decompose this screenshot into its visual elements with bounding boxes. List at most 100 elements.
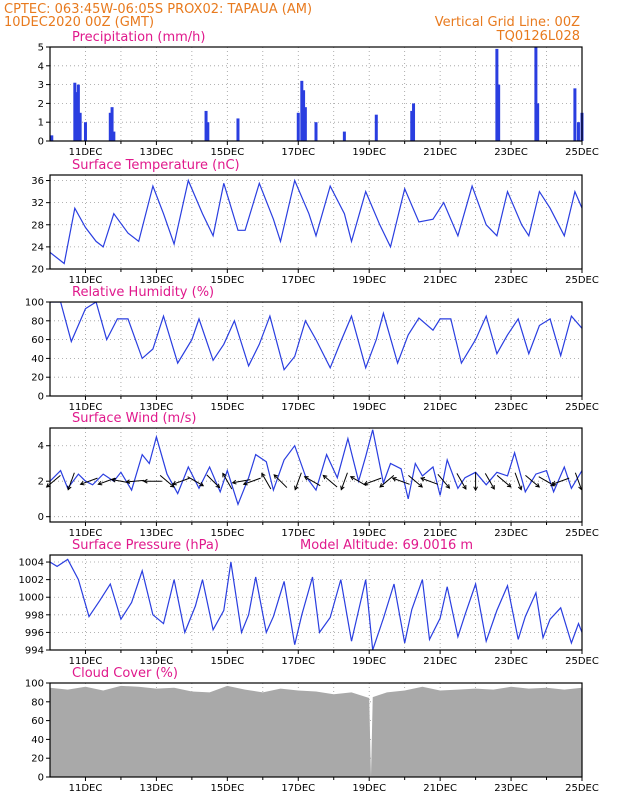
wind-vector [340,472,348,490]
x-tick-label: 17DEC [281,783,315,794]
wind-arrowhead [125,479,131,485]
wind-arrowhead [462,484,467,490]
wind-arrowhead [322,474,328,480]
precip-bar [314,122,318,141]
panel-3: Surface Wind (m/s) 0 2 4 11DEC 13DEC 15DEC 17DE… [38,411,599,539]
y-tick-label: 20 [31,754,44,765]
x-tick-label: 21DEC [423,656,457,667]
series-line [50,558,582,650]
x-tick-label: 17DEC [281,402,315,413]
header-location: CPTEC: 063:45W-06:05S PROX02: TAPAUA (AM… [4,2,312,17]
x-tick-label: 17DEC [281,275,315,286]
x-tick-label: 23DEC [494,783,528,794]
precip-bar [573,88,577,141]
wind-arrowhead [517,485,523,491]
wind-vector [294,472,302,490]
x-tick-label: 19DEC [352,783,386,794]
wind-vector [222,473,233,490]
x-tick-label: 13DEC [140,783,174,794]
x-tick-label: 11DEC [69,656,103,667]
wind-arrowhead [420,477,426,482]
precip-bar [110,107,114,141]
y-tick-label: 1 [38,118,44,129]
wind-vector [456,473,467,490]
x-tick-label: 19DEC [352,147,386,158]
wind-vector [484,473,495,490]
y-tick-label: 40 [31,354,44,365]
y-tick-label: 5 [38,43,44,54]
wind-vector [408,475,423,488]
y-tick-label: 20 [31,265,44,276]
panels-group: Precipitation (mm/h) 0 1 2 3 4 5 11DEC 13DEC 15DE… [19,30,599,794]
panel-title: Cloud Cover (%) [72,666,178,681]
cloud-cover-area [50,685,582,777]
y-tick-label: 1000 [19,593,44,604]
y-tick-label: 100 [25,679,44,690]
header-run-time: 10DEC2020 00Z (GMT) [4,15,154,30]
wind-arrowhead [171,480,177,486]
wind-vector [159,475,175,488]
x-tick-label: 23DEC [494,528,528,539]
y-tick-label: 2 [38,99,44,110]
y-tick-label: 0 [38,137,44,148]
wind-vector [574,472,583,490]
wind-vector [552,477,570,485]
wind-vector [80,477,98,485]
precip-bar [204,110,208,141]
x-tick-label: 23DEC [494,656,528,667]
wind-vector [496,475,512,488]
precip-bar [302,90,306,141]
header-grid-note: Vertical Grid Line: 00Z [435,15,580,30]
wind-vector [364,477,382,485]
y-tick-label: 994 [25,646,44,657]
x-tick-label: 25DEC [565,783,599,794]
wind-vector [322,475,338,488]
y-tick-label: 60 [31,716,44,727]
y-tick-label: 80 [31,697,44,708]
panel-2: Relative Humidity (%) 0 20 40 60 80 100 11DEC 13… [25,285,599,413]
y-tick-label: 28 [31,220,44,231]
precip-bar [296,112,300,141]
x-tick-label: 19DEC [352,402,386,413]
panel-frame [49,554,583,651]
panel-title: Surface Wind (m/s) [72,411,196,426]
wind-arrowhead [231,479,237,485]
precip-bar [410,110,414,141]
panel-4: Surface Pressure (hPa) Model Altitude: 69… [19,538,599,667]
x-tick-label: 15DEC [210,402,244,413]
y-tick-label: 3 [38,80,44,91]
wind-arrowhead [97,480,103,486]
wind-arrowhead [261,472,266,478]
y-tick-label: 0 [38,392,44,403]
panel-title: Surface Pressure (hPa) [72,538,219,553]
panel-annotation: Model Altitude: 69.0016 m [300,538,473,553]
precip-bar [536,103,540,141]
x-tick-label: 25DEC [565,147,599,158]
x-tick-label: 21DEC [423,402,457,413]
precip-bar [236,118,240,141]
x-tick-label: 19DEC [352,656,386,667]
wind-arrowhead [473,486,478,492]
y-tick-label: 36 [31,176,44,187]
wind-vector [437,473,450,489]
precip-bar [78,112,82,141]
x-tick-label: 11DEC [69,402,103,413]
x-tick-label: 25DEC [565,402,599,413]
x-tick-label: 21DEC [423,147,457,158]
x-tick-label: 15DEC [210,147,244,158]
wind-arrowhead [142,478,148,484]
wind-arrowhead [349,476,355,481]
panel-5: Cloud Cover (%) 0 20 40 60 80 100 11DEC 13DEC 15D… [25,666,599,794]
y-tick-label: 2 [38,477,44,488]
x-tick-label: 21DEC [423,783,457,794]
precip-bar [50,135,54,141]
x-tick-label: 15DEC [210,275,244,286]
y-tick-label: 998 [25,610,44,621]
wind-arrowhead [111,477,117,483]
y-tick-label: 24 [31,242,44,253]
y-tick-label: 0 [38,773,44,784]
wind-vector [514,472,522,490]
precip-bar [374,114,378,141]
x-tick-label: 17DEC [281,656,315,667]
